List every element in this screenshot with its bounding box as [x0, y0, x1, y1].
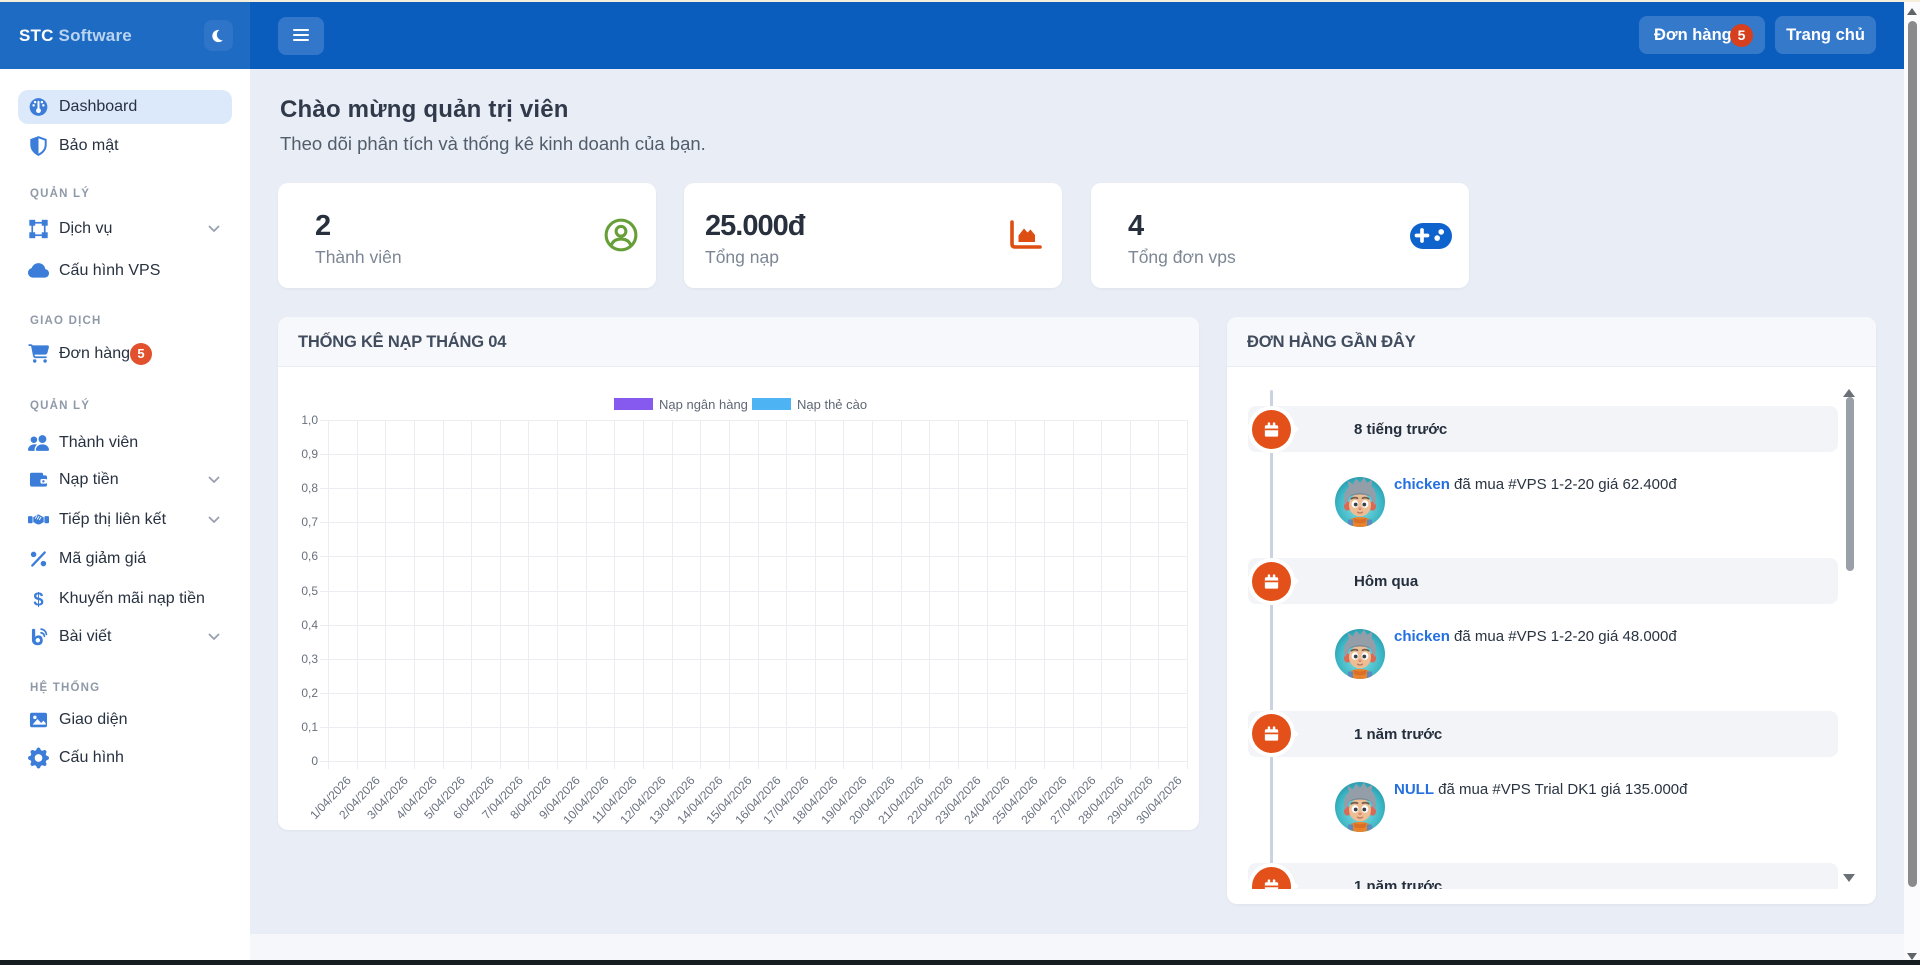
svg-text:$: $: [33, 589, 43, 610]
